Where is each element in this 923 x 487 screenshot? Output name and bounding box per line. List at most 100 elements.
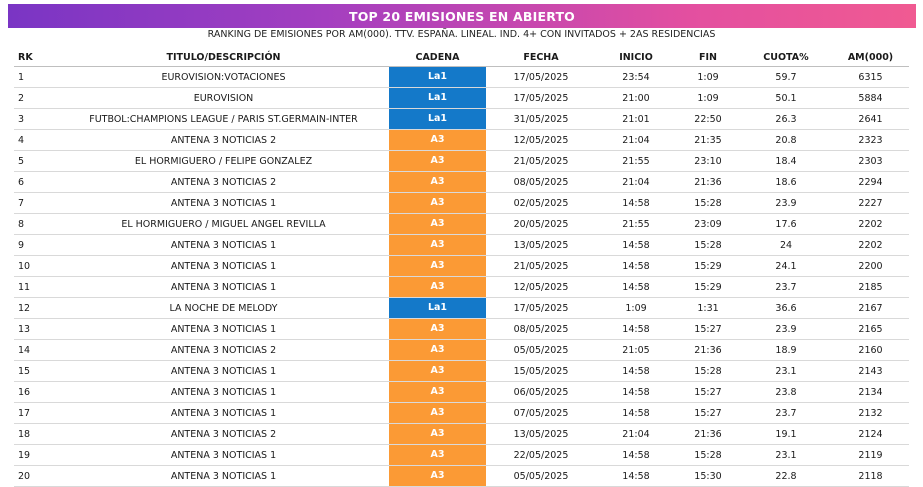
cell-channel: A3: [389, 255, 486, 277]
cell-end: 15:27: [676, 381, 740, 403]
cell-rk: 7: [14, 192, 58, 214]
table-header-row: RK TITULO/DESCRIPCIÓN CADENA FECHA INICI…: [14, 48, 909, 67]
cell-rk: 10: [14, 255, 58, 277]
cell-audience: 2118: [832, 465, 909, 487]
cell-share: 19.1: [740, 423, 832, 445]
cell-channel: A3: [389, 360, 486, 382]
cell-channel: A3: [389, 192, 486, 214]
cell-end: 21:36: [676, 171, 740, 193]
cell-channel: A3: [389, 402, 486, 424]
cell-audience: 2323: [832, 129, 909, 151]
table-row: 2 EUROVISION La1 17/05/2025 21:00 1:09 50.1 588…: [14, 87, 909, 109]
cell-share: 24: [740, 234, 832, 256]
channel-badge: A3: [389, 424, 486, 444]
cell-share: 23.7: [740, 402, 832, 424]
cell-start: 14:58: [596, 402, 676, 424]
cell-start: 14:58: [596, 465, 676, 487]
cell-channel: A3: [389, 318, 486, 340]
cell-rk: 19: [14, 444, 58, 466]
cell-channel: A3: [389, 129, 486, 151]
cell-start: 14:58: [596, 381, 676, 403]
cell-end: 15:28: [676, 444, 740, 466]
report-title: TOP 20 EMISIONES EN ABIERTO: [348, 8, 576, 24]
column-header-audience: AM(000): [832, 48, 909, 67]
cell-audience: 2641: [832, 108, 909, 130]
cell-end: 21:35: [676, 129, 740, 151]
cell-share: 23.9: [740, 192, 832, 214]
cell-date: 08/05/2025: [486, 318, 596, 340]
table-row: 13 ANTENA 3 NOTICIAS 1 A3 08/05/2025 14:58 15…: [14, 318, 909, 340]
cell-channel: La1: [389, 66, 486, 88]
cell-audience: 2202: [832, 213, 909, 235]
cell-channel: La1: [389, 297, 486, 319]
cell-title: ANTENA 3 NOTICIAS 1: [58, 402, 389, 424]
cell-channel: La1: [389, 108, 486, 130]
cell-date: 22/05/2025: [486, 444, 596, 466]
cell-share: 18.9: [740, 339, 832, 361]
cell-rk: 9: [14, 234, 58, 256]
table-row: 20 ANTENA 3 NOTICIAS 1 A3 05/05/2025 14:58 15…: [14, 465, 909, 487]
cell-title: ANTENA 3 NOTICIAS 1: [58, 465, 389, 487]
cell-audience: 2167: [832, 297, 909, 319]
cell-audience: 2200: [832, 255, 909, 277]
cell-audience: 2303: [832, 150, 909, 172]
column-header-start: INICIO: [596, 48, 676, 67]
table-row: 17 ANTENA 3 NOTICIAS 1 A3 07/05/2025 14:58 15…: [14, 402, 909, 424]
cell-start: 21:55: [596, 213, 676, 235]
cell-share: 22.8: [740, 465, 832, 487]
cell-end: 23:09: [676, 213, 740, 235]
channel-badge: A3: [389, 172, 486, 192]
table-row: 9 ANTENA 3 NOTICIAS 1 A3 13/05/2025 14:58 15:…: [14, 234, 909, 256]
cell-rk: 3: [14, 108, 58, 130]
cell-audience: 2294: [832, 171, 909, 193]
cell-share: 20.8: [740, 129, 832, 151]
cell-end: 1:09: [676, 66, 740, 88]
cell-audience: 2124: [832, 423, 909, 445]
channel-badge: La1: [389, 67, 486, 87]
channel-badge: A3: [389, 193, 486, 213]
cell-start: 21:05: [596, 339, 676, 361]
ranking-table: RK TITULO/DESCRIPCIÓN CADENA FECHA INICI…: [14, 48, 909, 487]
cell-start: 14:58: [596, 255, 676, 277]
cell-audience: 2202: [832, 234, 909, 256]
table-row: 6 ANTENA 3 NOTICIAS 2 A3 08/05/2025 21:04 21:…: [14, 171, 909, 193]
channel-badge: La1: [389, 88, 486, 108]
cell-rk: 6: [14, 171, 58, 193]
cell-rk: 18: [14, 423, 58, 445]
cell-end: 21:36: [676, 423, 740, 445]
table-row: 11 ANTENA 3 NOTICIAS 1 A3 12/05/2025 14:58 15…: [14, 276, 909, 298]
cell-title: ANTENA 3 NOTICIAS 1: [58, 255, 389, 277]
cell-start: 21:00: [596, 87, 676, 109]
cell-start: 1:09: [596, 297, 676, 319]
cell-channel: A3: [389, 213, 486, 235]
cell-end: 15:27: [676, 402, 740, 424]
cell-start: 14:58: [596, 360, 676, 382]
cell-share: 26.3: [740, 108, 832, 130]
cell-audience: 2134: [832, 381, 909, 403]
cell-share: 23.1: [740, 444, 832, 466]
cell-title: ANTENA 3 NOTICIAS 1: [58, 276, 389, 298]
channel-badge: A3: [389, 151, 486, 171]
table-row: 4 ANTENA 3 NOTICIAS 2 A3 12/05/2025 21:04 21:…: [14, 129, 909, 151]
cell-start: 21:01: [596, 108, 676, 130]
cell-rk: 20: [14, 465, 58, 487]
table-row: 18 ANTENA 3 NOTICIAS 2 A3 13/05/2025 21:04 21…: [14, 423, 909, 445]
cell-start: 14:58: [596, 318, 676, 340]
cell-end: 1:09: [676, 87, 740, 109]
channel-badge: A3: [389, 445, 486, 465]
cell-channel: A3: [389, 444, 486, 466]
cell-share: 36.6: [740, 297, 832, 319]
cell-title: ANTENA 3 NOTICIAS 1: [58, 360, 389, 382]
cell-rk: 4: [14, 129, 58, 151]
cell-title: ANTENA 3 NOTICIAS 1: [58, 234, 389, 256]
channel-badge: A3: [389, 277, 486, 297]
cell-end: 15:28: [676, 192, 740, 214]
cell-date: 05/05/2025: [486, 465, 596, 487]
cell-channel: La1: [389, 87, 486, 109]
cell-share: 24.1: [740, 255, 832, 277]
cell-title: ANTENA 3 NOTICIAS 2: [58, 171, 389, 193]
channel-badge: A3: [389, 235, 486, 255]
cell-share: 23.7: [740, 276, 832, 298]
channel-badge: A3: [389, 382, 486, 402]
cell-start: 14:58: [596, 276, 676, 298]
